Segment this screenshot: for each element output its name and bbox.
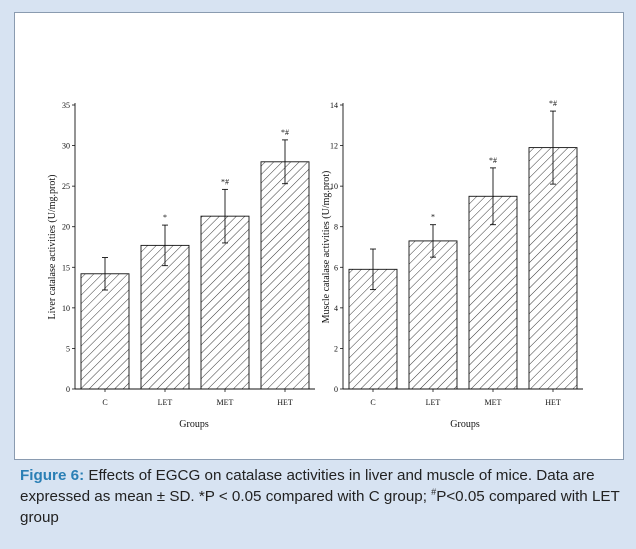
liver-y-tick-label: 35 — [62, 101, 70, 110]
liver-y-tick-label: 25 — [62, 182, 70, 191]
liver-bar-c — [80, 273, 130, 390]
liver-x-tick-label-let: LET — [158, 398, 173, 407]
muscle-significance-label-let: * — [431, 213, 435, 222]
charts-svg: 05101520253035C*LET*#MET*#HETGroupsLiver… — [47, 99, 583, 430]
muscle-significance-label-met: *# — [489, 156, 497, 165]
muscle-y-tick-label: 14 — [330, 101, 338, 110]
muscle-bar-met — [468, 195, 518, 390]
liver-x-tick-label-het: HET — [277, 398, 293, 407]
caption-hash-mark: # — [431, 486, 437, 497]
liver-x-tick-label-c: C — [102, 398, 107, 407]
liver-catalase-chart: 0 5 10 15 20 25 30 35 C * LET *# MET *# HET Groups Liver… — [47, 101, 315, 430]
muscle-y-tick-label: 4 — [334, 304, 338, 313]
muscle-bar-het — [528, 147, 578, 390]
muscle-y-tick-label: 2 — [334, 344, 338, 353]
muscle-x-tick-label-c: C — [370, 398, 375, 407]
muscle-x-tick-label-het: HET — [545, 398, 561, 407]
muscle-y-tick-label: 0 — [334, 385, 338, 394]
muscle-catalase-chart: 0 2 4 6 8 10 12 14 C * LET *# MET *# HET Groups Muscle c… — [321, 99, 583, 430]
muscle-x-tick-label-met: MET — [485, 398, 502, 407]
liver-y-tick-label: 15 — [62, 263, 70, 272]
liver-y-tick-label: 30 — [62, 142, 70, 151]
muscle-y-tick-label: 8 — [334, 223, 338, 232]
caption-text-part-1: Effects of EGCG on catalase activities i… — [20, 467, 595, 505]
liver-y-tick-label: 5 — [66, 344, 70, 353]
figure-caption: Figure 6: Effects of EGCG on catalase ac… — [20, 465, 620, 528]
muscle-y-tick-label: 10 — [330, 182, 338, 191]
liver-y-tick-label: 20 — [62, 223, 70, 232]
liver-significance-label-het: *# — [281, 128, 289, 137]
liver-bar-let — [140, 244, 190, 390]
muscle-x-tick-label-let: LET — [426, 398, 441, 407]
liver-x-tick-label-met: MET — [217, 398, 234, 407]
muscle-bar-let — [408, 240, 458, 390]
liver-bar-het — [260, 161, 310, 390]
muscle-x-axis-title: Groups — [450, 419, 480, 430]
caption-figure-label: Figure 6: — [20, 467, 85, 484]
muscle-y-tick-label: 12 — [330, 142, 338, 151]
muscle-y-tick-label: 6 — [334, 263, 338, 272]
liver-x-axis-title: Groups — [179, 419, 209, 430]
liver-y-tick-label: 0 — [66, 385, 70, 394]
chart-panel: 0 5 10 15 20 25 30 35 C * LET *# MET *# HET Groups Liver… — [14, 12, 624, 460]
liver-y-axis-title: Liver catalase activities (U/mg.prot) — [47, 175, 58, 320]
liver-significance-label-met: *# — [221, 177, 229, 186]
liver-y-tick-label: 10 — [62, 304, 70, 313]
liver-significance-label-let: * — [163, 213, 167, 222]
muscle-y-axis-title: Muscle catalase activities (U/mg.prot) — [321, 171, 332, 324]
caption-text-part-2: P<0.05 compared with LET group — [20, 488, 620, 526]
muscle-significance-label-het: *# — [549, 99, 557, 108]
